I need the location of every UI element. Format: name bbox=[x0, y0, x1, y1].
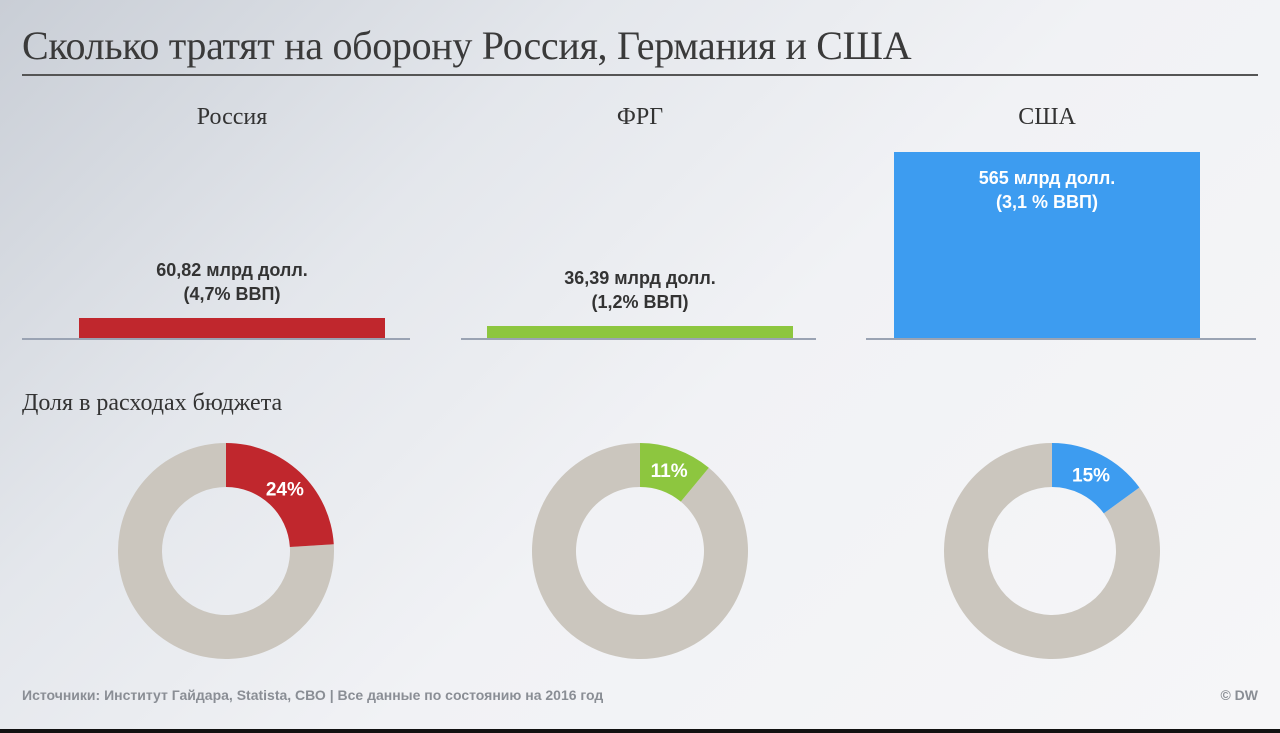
donut-russia: 24% bbox=[118, 443, 334, 659]
bottom-border bbox=[0, 729, 1280, 733]
bar-russia bbox=[79, 318, 385, 338]
credit: © DW bbox=[1220, 687, 1258, 703]
bar-gdp-germany: (1,2% ВВП) bbox=[591, 292, 689, 312]
section-title: Доля в расходах бюджета bbox=[22, 390, 283, 416]
bar-germany bbox=[487, 326, 793, 338]
bar-gdp-russia: (4,7% ВВП) bbox=[183, 284, 281, 304]
country-label-usa: США bbox=[1018, 104, 1076, 130]
baseline-russia bbox=[22, 338, 410, 340]
source-note: Источники: Институт Гайдара, Statista, С… bbox=[22, 687, 604, 703]
bar-label-usa: 565 млрд долл. (3,1 % ВВП) bbox=[887, 166, 1207, 214]
bar-value-usa: 565 млрд долл. bbox=[978, 168, 1116, 188]
donut-label-usa: 15% bbox=[1072, 465, 1110, 486]
bar-label-russia: 60,82 млрд долл. (4,7% ВВП) bbox=[72, 258, 392, 306]
title-divider bbox=[22, 74, 1258, 76]
country-label-germany: ФРГ bbox=[616, 104, 664, 130]
donut-label-germany: 11% bbox=[651, 461, 688, 482]
donut-usa: 15% bbox=[944, 443, 1160, 659]
baseline-germany bbox=[461, 338, 816, 340]
donut-slice-russia bbox=[226, 443, 334, 547]
bar-gdp-usa: (3,1 % ВВП) bbox=[996, 192, 1098, 212]
bar-label-germany: 36,39 млрд долл. (1,2% ВВП) bbox=[480, 266, 800, 314]
chart-title: Сколько тратят на оборону Россия, Герман… bbox=[22, 23, 912, 68]
bar-value-russia: 60,82 млрд долл. bbox=[156, 260, 308, 280]
baseline-usa bbox=[866, 338, 1256, 340]
bar-usa bbox=[894, 152, 1200, 338]
donut-germany: 11% bbox=[532, 443, 748, 659]
donut-slice-germany bbox=[640, 443, 709, 502]
bar-value-germany: 36,39 млрд долл. bbox=[564, 268, 716, 288]
donut-rest-usa bbox=[944, 443, 1160, 659]
donut-label-russia: 24% bbox=[266, 479, 304, 500]
donut-rest-germany bbox=[532, 443, 748, 659]
country-label-russia: Россия bbox=[196, 104, 268, 130]
donut-rest-russia bbox=[118, 443, 334, 659]
donut-slice-usa bbox=[1052, 443, 1140, 514]
